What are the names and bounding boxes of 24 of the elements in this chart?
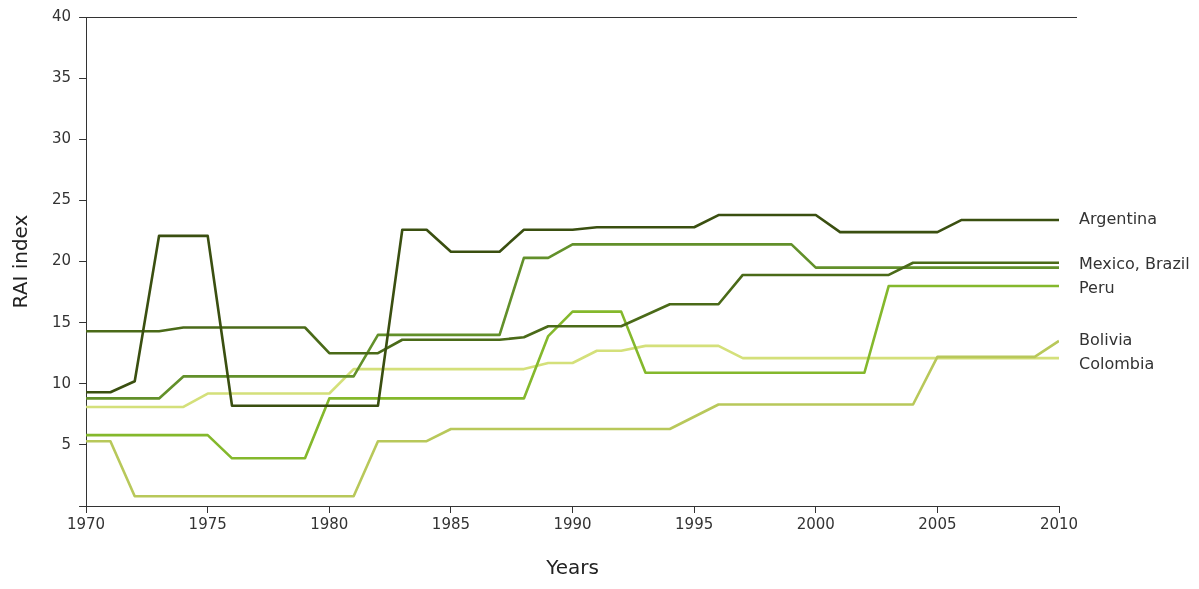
- series-label: Argentina: [1079, 209, 1158, 229]
- y-tick-label: 25: [51, 190, 72, 209]
- y-tick-label: 30: [51, 129, 72, 148]
- x-tick-label: 1990: [553, 514, 592, 533]
- y-tick-label: 5: [61, 434, 72, 453]
- y-axis-title: RAI index: [8, 214, 33, 309]
- series-label: Bolivia: [1079, 330, 1133, 350]
- x-tick-label: 1975: [188, 514, 227, 533]
- y-tick-label: 10: [51, 373, 72, 392]
- series-label: Peru: [1079, 278, 1115, 298]
- y-tick-label: 20: [51, 251, 72, 270]
- y-tick-label: 40: [51, 6, 72, 25]
- y-tick-label: 15: [51, 312, 72, 331]
- x-axis-title: Years: [545, 555, 599, 580]
- x-tick-label: 2005: [918, 514, 957, 533]
- x-tick-label: 2010: [1039, 514, 1079, 533]
- x-tick-label: 2000: [796, 514, 835, 533]
- x-tick-label: 1985: [431, 514, 471, 533]
- y-tick-label: 35: [51, 68, 72, 87]
- x-tick-label: 1970: [66, 514, 106, 533]
- x-tick-label: 1995: [675, 514, 714, 533]
- series-label: Colombia: [1079, 354, 1155, 374]
- x-tick-label: 1980: [310, 514, 349, 533]
- annotation: Mexico, Brazil: [1079, 254, 1190, 274]
